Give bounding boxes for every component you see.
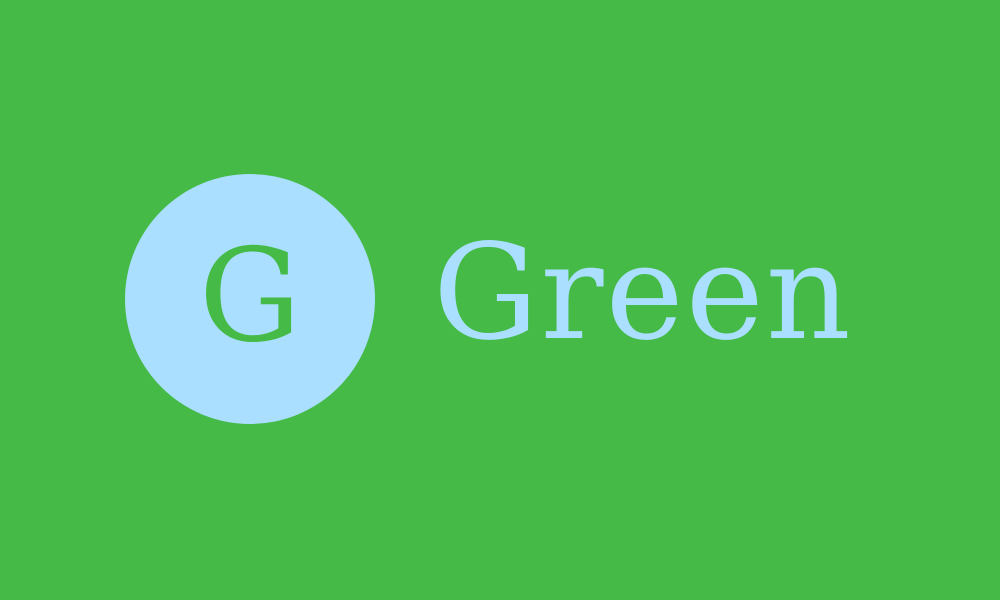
initial-letter: G (198, 222, 302, 371)
initial-badge: G (125, 174, 375, 424)
brand-name: Green (433, 216, 853, 370)
logo-lockup: G Green (125, 174, 853, 424)
